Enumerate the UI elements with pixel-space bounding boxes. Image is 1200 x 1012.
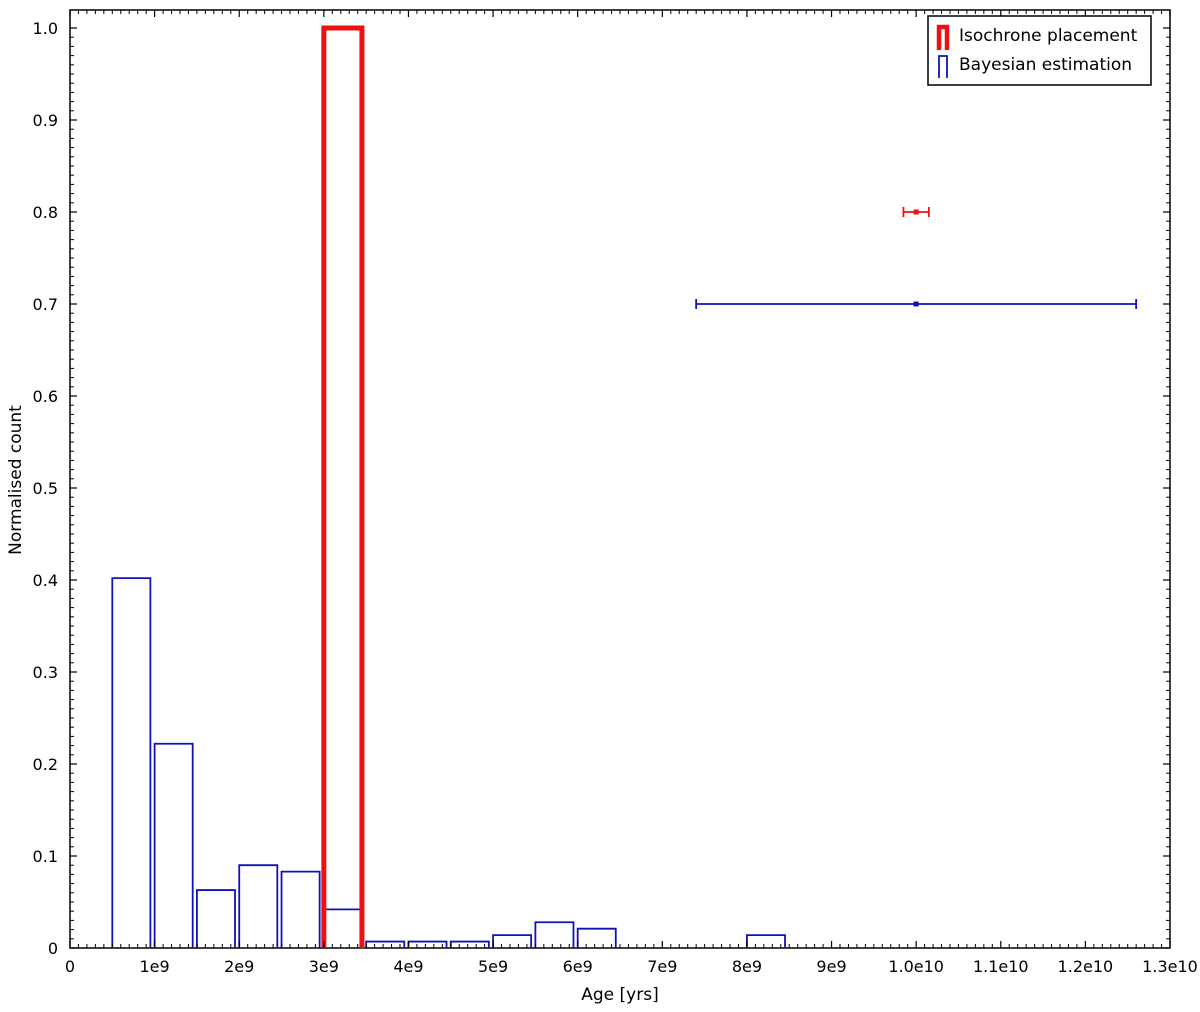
legend-item-isochrone: Isochrone placement — [936, 24, 1138, 50]
bayesian-bar-1 — [153, 742, 194, 948]
y-tick-label-0: 0 — [48, 939, 58, 958]
legend-label-isochrone: Isochrone placement — [959, 26, 1138, 46]
x-tick-label-13: 1.3e10 — [1142, 957, 1198, 976]
bayesian-errorbar-center-marker — [913, 301, 919, 307]
bayesian-bar-5 — [322, 908, 363, 948]
legend-swatch-bayesian — [938, 55, 948, 78]
y-tick-label-6: 0.6 — [33, 387, 58, 406]
bayesian-bar-10 — [534, 921, 575, 948]
x-tick-label-6: 6e9 — [563, 957, 593, 976]
y-tick-label-5: 0.5 — [33, 479, 58, 498]
bayesian-bar-2 — [196, 889, 236, 948]
y-tick-label-2: 0.2 — [33, 755, 58, 774]
y-tick-label-3: 0.3 — [33, 663, 58, 682]
y-tick-label-10: 1.0 — [33, 19, 58, 38]
bayesian-bar-0 — [111, 577, 152, 948]
y-tick-label-4: 0.4 — [33, 571, 58, 590]
y-axis-label: Normalised count — [6, 405, 26, 555]
plot-frame — [69, 9, 1171, 949]
bayesian-bar-8 — [449, 940, 490, 948]
y-tick-label-9: 0.9 — [33, 111, 58, 130]
x-tick-label-8: 8e9 — [732, 957, 762, 976]
x-tick-label-4: 4e9 — [393, 957, 423, 976]
x-tick-label-1: 1e9 — [140, 957, 170, 976]
bayesian-bar-4 — [280, 870, 321, 948]
isochrone-bar-0 — [321, 25, 365, 948]
x-tick-label-2: 2e9 — [224, 957, 254, 976]
isochrone-errorbar-center-marker — [913, 209, 919, 215]
bayesian-bar-6 — [365, 940, 406, 948]
y-tick-label-1: 0.1 — [33, 847, 58, 866]
bayesian-bar-9 — [492, 934, 533, 948]
x-tick-label-10: 1.0e10 — [888, 957, 944, 976]
x-tick-label-9: 9e9 — [816, 957, 846, 976]
y-tick-label-7: 0.7 — [33, 295, 58, 314]
x-tick-label-12: 1.2e10 — [1058, 957, 1114, 976]
x-tick-label-3: 3e9 — [309, 957, 339, 976]
legend-item-bayesian: Bayesian estimation — [938, 55, 1132, 78]
legend: Isochrone placement Bayesian estimation — [927, 15, 1152, 86]
x-tick-label-7: 7e9 — [647, 957, 677, 976]
bayesian-bar-7 — [407, 940, 448, 948]
y-tick-label-8: 0.8 — [33, 203, 58, 222]
x-tick-label-0: 0 — [65, 957, 75, 976]
x-tick-label-5: 5e9 — [478, 957, 508, 976]
bayesian-bar-3 — [238, 864, 279, 948]
x-axis-label: Age [yrs] — [581, 985, 658, 1005]
x-tick-label-11: 1.1e10 — [973, 957, 1029, 976]
legend-label-bayesian: Bayesian estimation — [959, 55, 1132, 75]
legend-swatch-isochrone — [936, 24, 950, 50]
bayesian-bar-12 — [746, 934, 786, 948]
bayesian-bar-11 — [576, 927, 617, 948]
legend-box — [927, 15, 1152, 86]
